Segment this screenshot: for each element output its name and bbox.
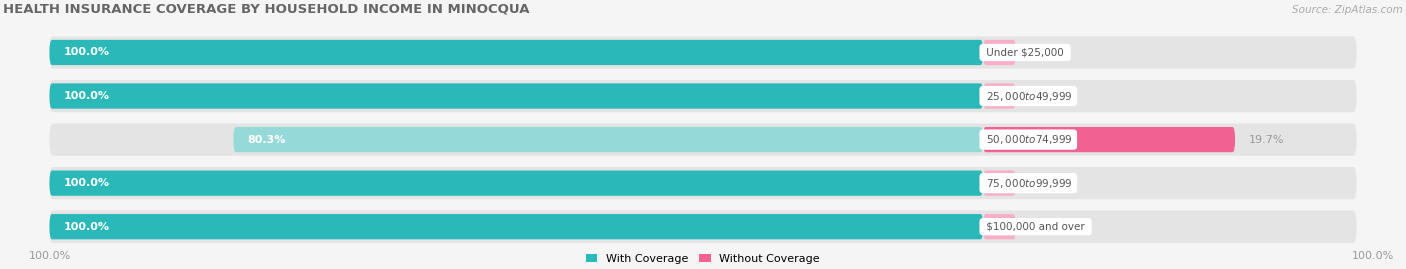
Text: 100.0%: 100.0% — [1351, 251, 1393, 261]
FancyBboxPatch shape — [49, 123, 1357, 156]
Legend: With Coverage, Without Coverage: With Coverage, Without Coverage — [582, 249, 824, 268]
FancyBboxPatch shape — [983, 214, 1015, 239]
Text: $50,000 to $74,999: $50,000 to $74,999 — [983, 133, 1073, 146]
FancyBboxPatch shape — [49, 214, 983, 239]
Text: 100.0%: 100.0% — [63, 91, 110, 101]
FancyBboxPatch shape — [49, 80, 1357, 112]
Text: $25,000 to $49,999: $25,000 to $49,999 — [983, 90, 1073, 102]
FancyBboxPatch shape — [983, 83, 1015, 109]
FancyBboxPatch shape — [983, 40, 1015, 65]
Text: $100,000 and over: $100,000 and over — [983, 222, 1088, 232]
Text: $75,000 to $99,999: $75,000 to $99,999 — [983, 177, 1073, 190]
FancyBboxPatch shape — [233, 127, 983, 152]
Text: 0.0%: 0.0% — [1029, 91, 1059, 101]
FancyBboxPatch shape — [49, 83, 983, 109]
Text: 100.0%: 100.0% — [63, 48, 110, 58]
FancyBboxPatch shape — [49, 167, 1357, 199]
Text: Under $25,000: Under $25,000 — [983, 48, 1067, 58]
FancyBboxPatch shape — [983, 127, 1234, 152]
Text: 100.0%: 100.0% — [63, 178, 110, 188]
FancyBboxPatch shape — [49, 36, 1357, 69]
Text: 80.3%: 80.3% — [247, 134, 285, 144]
Text: 0.0%: 0.0% — [1029, 222, 1059, 232]
FancyBboxPatch shape — [49, 211, 1357, 243]
Text: 0.0%: 0.0% — [1029, 178, 1059, 188]
Text: HEALTH INSURANCE COVERAGE BY HOUSEHOLD INCOME IN MINOCQUA: HEALTH INSURANCE COVERAGE BY HOUSEHOLD I… — [3, 2, 529, 15]
Text: 0.0%: 0.0% — [1029, 48, 1059, 58]
Text: 100.0%: 100.0% — [28, 251, 70, 261]
FancyBboxPatch shape — [49, 171, 983, 196]
Text: 100.0%: 100.0% — [63, 222, 110, 232]
FancyBboxPatch shape — [983, 171, 1015, 196]
Text: Source: ZipAtlas.com: Source: ZipAtlas.com — [1292, 5, 1403, 15]
Text: 19.7%: 19.7% — [1249, 134, 1285, 144]
FancyBboxPatch shape — [49, 40, 983, 65]
